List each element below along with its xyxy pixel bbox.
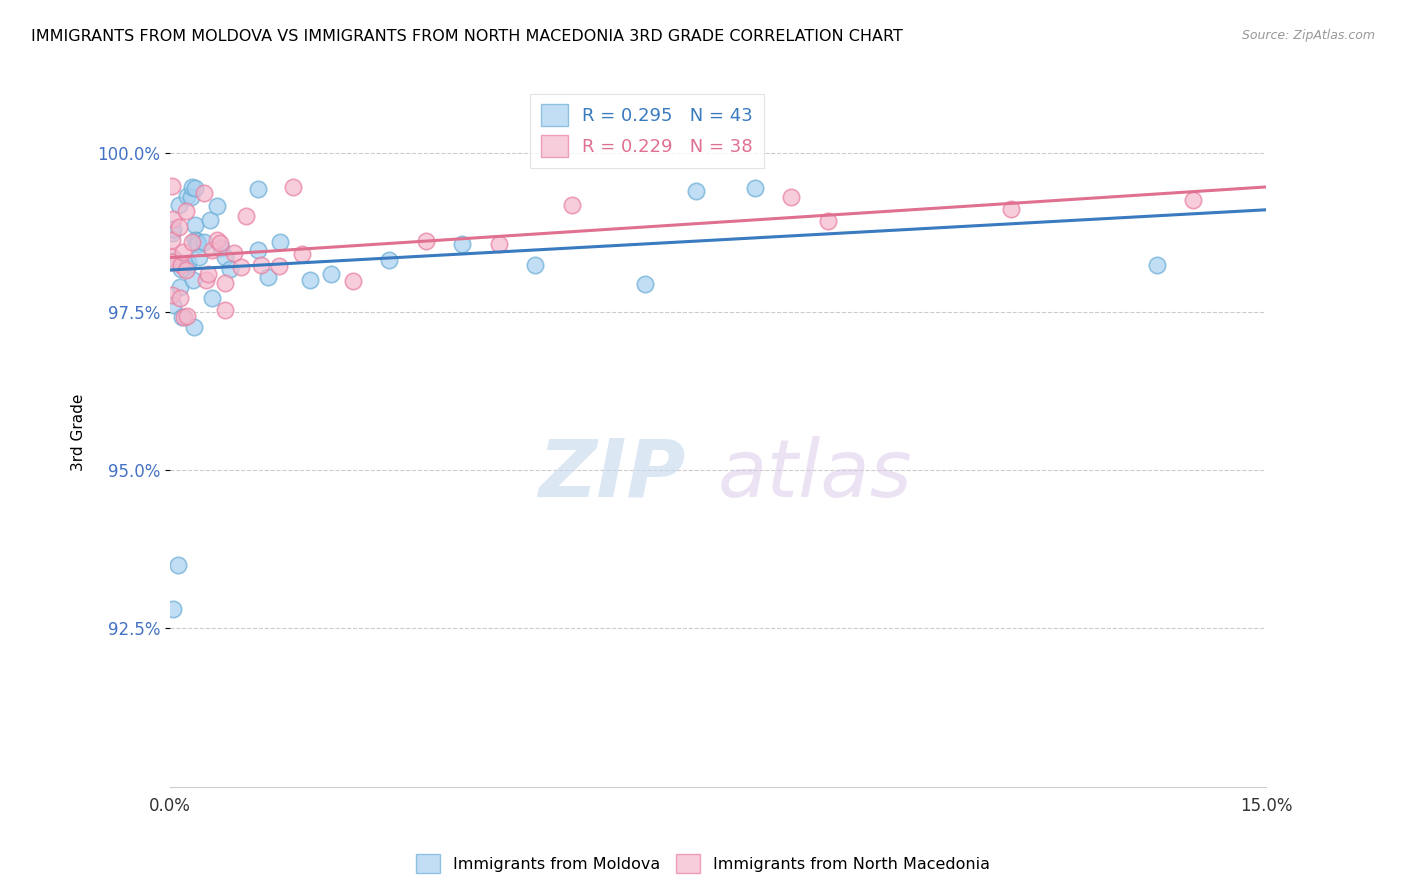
Point <box>290 246 312 260</box>
Point <box>205 233 228 247</box>
Y-axis label: 3rd Grade: 3rd Grade <box>72 393 86 471</box>
Point <box>183 320 205 334</box>
Point <box>319 267 342 281</box>
Point <box>201 244 224 258</box>
Point <box>162 602 184 616</box>
Point <box>193 186 215 200</box>
Point <box>181 273 204 287</box>
Point <box>222 245 245 260</box>
Point <box>257 270 280 285</box>
Text: ZIP: ZIP <box>538 435 685 514</box>
Point <box>176 189 198 203</box>
Point <box>209 241 232 255</box>
Point <box>201 291 224 305</box>
Point <box>184 233 207 247</box>
Point <box>162 212 184 227</box>
Point <box>160 179 183 194</box>
Point <box>162 288 184 302</box>
Point <box>170 258 193 272</box>
Legend: R = 0.295   N = 43, R = 0.229   N = 38: R = 0.295 N = 43, R = 0.229 N = 38 <box>530 94 763 169</box>
Point <box>172 310 194 324</box>
Point <box>167 220 190 235</box>
Point <box>524 258 547 272</box>
Point <box>176 309 198 323</box>
Point <box>214 277 236 291</box>
Point <box>342 274 364 288</box>
Point <box>561 198 583 212</box>
Point <box>744 181 766 195</box>
Point <box>780 190 803 204</box>
Point <box>817 214 839 228</box>
Point <box>174 262 197 277</box>
Point <box>165 252 187 267</box>
Point <box>283 180 305 194</box>
Point <box>685 184 707 198</box>
Point <box>451 237 474 252</box>
Text: atlas: atlas <box>718 435 912 514</box>
Point <box>205 199 228 213</box>
Point <box>184 218 207 232</box>
Point <box>246 244 269 258</box>
Point <box>160 226 183 240</box>
Point <box>187 237 209 252</box>
Point <box>298 273 321 287</box>
Point <box>181 179 204 194</box>
Point <box>250 258 273 272</box>
Legend: Immigrants from Moldova, Immigrants from North Macedonia: Immigrants from Moldova, Immigrants from… <box>409 847 997 880</box>
Point <box>197 267 219 281</box>
Point <box>173 310 195 325</box>
Point <box>246 182 269 196</box>
Point <box>488 236 510 251</box>
Point <box>214 250 236 264</box>
Point <box>181 235 204 250</box>
Point <box>378 253 401 268</box>
Point <box>160 250 183 264</box>
Point <box>176 256 198 270</box>
Point <box>188 251 211 265</box>
Point <box>231 260 253 274</box>
Point <box>218 261 240 276</box>
Point <box>267 259 290 273</box>
Point <box>180 190 202 204</box>
Point <box>193 235 215 249</box>
Point <box>214 302 236 317</box>
Point <box>162 298 184 312</box>
Point <box>1000 202 1022 216</box>
Point <box>167 558 190 573</box>
Point <box>186 235 208 249</box>
Point <box>634 277 657 292</box>
Point <box>172 244 194 259</box>
Point <box>174 204 197 219</box>
Point <box>415 234 437 248</box>
Point <box>1146 259 1168 273</box>
Point <box>169 291 191 305</box>
Point <box>235 209 257 223</box>
Point <box>269 235 291 250</box>
Point <box>160 255 183 269</box>
Text: IMMIGRANTS FROM MOLDOVA VS IMMIGRANTS FROM NORTH MACEDONIA 3RD GRADE CORRELATION: IMMIGRANTS FROM MOLDOVA VS IMMIGRANTS FR… <box>31 29 903 44</box>
Point <box>200 213 222 227</box>
Point <box>209 236 232 251</box>
Point <box>160 233 183 247</box>
Point <box>176 260 198 275</box>
Text: Source: ZipAtlas.com: Source: ZipAtlas.com <box>1241 29 1375 42</box>
Point <box>170 262 193 277</box>
Point <box>195 273 218 287</box>
Point <box>169 280 191 294</box>
Point <box>167 198 190 212</box>
Point <box>1182 193 1205 207</box>
Point <box>184 181 207 195</box>
Point <box>162 222 184 236</box>
